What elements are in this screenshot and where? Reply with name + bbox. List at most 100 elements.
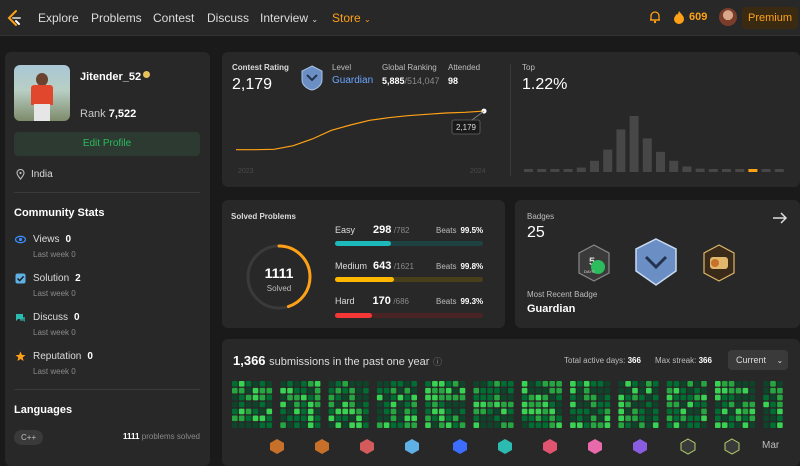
heatmap-cell[interactable]	[687, 387, 693, 394]
heatmap-cell[interactable]	[245, 387, 252, 394]
level-value[interactable]: Guardian	[332, 75, 374, 86]
heatmap-cell[interactable]	[494, 415, 500, 422]
heatmap-cell[interactable]	[363, 381, 369, 387]
heatmap-cell[interactable]	[487, 401, 493, 408]
heatmap-cell[interactable]	[356, 387, 362, 394]
heatmap-cell[interactable]	[680, 422, 687, 428]
year-select[interactable]: Current ⌄	[728, 350, 788, 370]
heatmap-cell[interactable]	[232, 408, 238, 415]
heatmap-cell[interactable]	[652, 387, 659, 394]
heatmap-cell[interactable]	[549, 381, 555, 387]
heatmap-cell[interactable]	[694, 394, 700, 401]
heatmap-cell[interactable]	[694, 381, 700, 387]
heatmap-cell[interactable]	[335, 415, 342, 422]
heatmap-cell[interactable]	[328, 387, 335, 394]
heatmap-cell[interactable]	[542, 387, 549, 394]
heatmap-cell[interactable]	[721, 381, 728, 387]
heatmap-cell[interactable]	[590, 381, 597, 387]
heatmap-cell[interactable]	[577, 381, 583, 387]
heatmap-cell[interactable]	[508, 415, 514, 422]
avatar[interactable]	[719, 8, 737, 26]
heatmap-cell[interactable]	[411, 387, 417, 394]
heatmap-cell[interactable]	[459, 415, 466, 422]
top-distribution-bar[interactable]	[616, 129, 626, 172]
heatmap-cell[interactable]	[439, 394, 445, 401]
heatmap-cell[interactable]	[542, 415, 549, 422]
heatmap-cell[interactable]	[590, 387, 597, 394]
heatmap-cell[interactable]	[521, 415, 528, 422]
heatmap-cell[interactable]	[294, 394, 300, 401]
heatmap-cell[interactable]	[301, 387, 307, 394]
heatmap-cell[interactable]	[735, 415, 742, 422]
top-distribution-chart[interactable]	[522, 112, 792, 176]
heatmap-cell[interactable]	[349, 415, 355, 422]
heatmap-cell[interactable]	[404, 394, 411, 401]
heatmap-cell[interactable]	[259, 408, 266, 415]
heatmap-cell[interactable]	[728, 401, 735, 408]
heatmap-cell[interactable]	[770, 408, 776, 415]
heatmap-cell[interactable]	[597, 408, 604, 415]
heatmap-cell[interactable]	[452, 394, 459, 401]
heatmap-cell[interactable]	[549, 415, 555, 422]
heatmap-cell[interactable]	[715, 408, 721, 415]
top-distribution-bar[interactable]	[748, 169, 758, 172]
heatmap-cell[interactable]	[521, 422, 528, 428]
heatmap-cell[interactable]	[556, 381, 562, 387]
nav-discuss[interactable]: Discuss	[207, 11, 250, 25]
nav-interview[interactable]: Interview ⌄	[260, 11, 318, 25]
heatmap-cell[interactable]	[238, 381, 245, 387]
heatmap-cell[interactable]	[680, 415, 687, 422]
heatmap-cell[interactable]	[528, 422, 535, 428]
heatmap-cell[interactable]	[666, 408, 673, 415]
heatmap-cell[interactable]	[445, 415, 452, 422]
top-distribution-bar[interactable]	[735, 169, 745, 172]
top-distribution-bar[interactable]	[590, 160, 599, 172]
heatmap-cell[interactable]	[570, 381, 576, 387]
heatmap-cell[interactable]	[266, 381, 273, 387]
heatmap-cell[interactable]	[390, 415, 397, 422]
heatmap-cell[interactable]	[749, 401, 756, 408]
heatmap-cell[interactable]	[404, 401, 411, 408]
heatmap-cell[interactable]	[376, 408, 383, 415]
heatmap-cell[interactable]	[238, 394, 245, 401]
heatmap-cell[interactable]	[259, 381, 266, 387]
annual-badge-icon[interactable]	[701, 243, 737, 283]
heatmap-cell[interactable]	[770, 422, 776, 428]
heatmap-cell[interactable]	[459, 408, 466, 415]
heatmap-cell[interactable]	[728, 387, 735, 394]
heatmap-cell[interactable]	[266, 387, 273, 394]
heatmap-cell[interactable]	[425, 422, 431, 428]
heatmap-cell[interactable]	[314, 408, 321, 415]
heatmap-cell[interactable]	[349, 422, 355, 428]
heatmap-cell[interactable]	[694, 401, 700, 408]
heatmap-cell[interactable]	[252, 401, 259, 408]
heatmap-cell[interactable]	[583, 387, 590, 394]
heatmap-cell[interactable]	[763, 387, 769, 394]
heatmap-cell[interactable]	[432, 415, 438, 422]
heatmap-cell[interactable]	[777, 381, 783, 387]
heatmap-cell[interactable]	[245, 394, 252, 401]
heatmap-cell[interactable]	[742, 381, 749, 387]
top-distribution-bar[interactable]	[642, 138, 652, 172]
heatmap-cell[interactable]	[307, 387, 314, 394]
heatmap-cell[interactable]	[556, 415, 562, 422]
heatmap-cell[interactable]	[508, 394, 514, 401]
heatmap-cell[interactable]	[487, 415, 493, 422]
heatmap-cell[interactable]	[652, 408, 659, 415]
heatmap-cell[interactable]	[335, 401, 342, 408]
heatmap-cell[interactable]	[687, 394, 693, 401]
heatmap-cell[interactable]	[439, 408, 445, 415]
heatmap-cell[interactable]	[701, 381, 707, 387]
heatmap-cell[interactable]	[232, 422, 238, 428]
heatmap-cell[interactable]	[501, 394, 507, 401]
heatmap-cell[interactable]	[701, 422, 707, 428]
heatmap-cell[interactable]	[521, 408, 528, 415]
heatmap-cell[interactable]	[770, 381, 776, 387]
heatmap-cell[interactable]	[363, 422, 369, 428]
heatmap-cell[interactable]	[411, 422, 417, 428]
heatmap-cell[interactable]	[749, 381, 756, 387]
heatmap-cell[interactable]	[363, 401, 369, 408]
heatmap-cell[interactable]	[763, 408, 769, 415]
heatmap-cell[interactable]	[673, 422, 680, 428]
heatmap-cell[interactable]	[583, 415, 590, 422]
